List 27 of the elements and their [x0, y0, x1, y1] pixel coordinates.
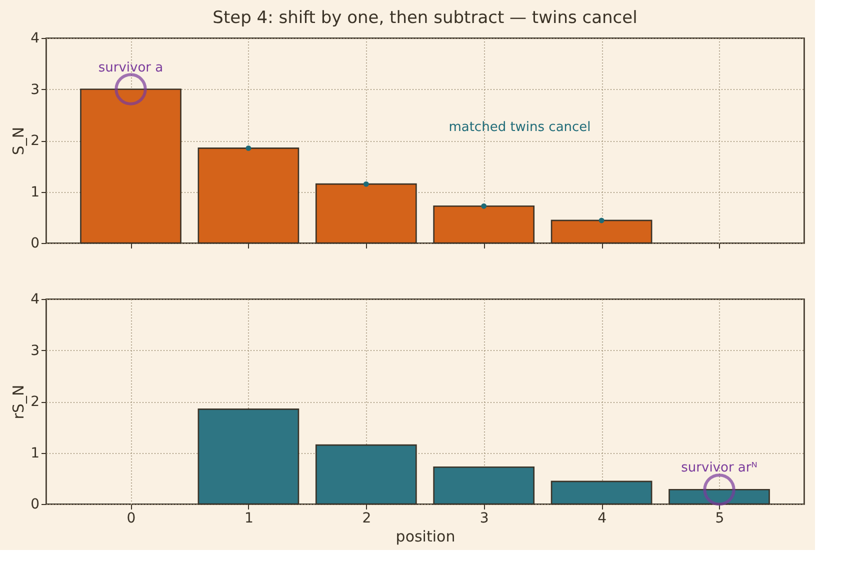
- y-tick-label: 1: [30, 184, 40, 200]
- point: [481, 203, 487, 209]
- annotation: survivor a: [98, 60, 164, 76]
- x-axis-title: position: [396, 528, 456, 546]
- y-tick-label: 4: [30, 292, 40, 308]
- x-tick-label: 5: [715, 510, 724, 526]
- x-tick-label: 2: [362, 510, 372, 526]
- y-tick-label: 2: [30, 394, 40, 410]
- annotation: matched twins cancel: [448, 120, 591, 136]
- y-tick-label: 0: [30, 496, 40, 512]
- y-tick-label: 1: [30, 445, 40, 462]
- y-tick-label: 3: [30, 82, 40, 98]
- x-tick-label: 0: [126, 510, 136, 526]
- point: [598, 218, 604, 224]
- annotation: survivor arᴺ: [681, 460, 758, 476]
- x-tick-label: 3: [480, 510, 489, 526]
- y-tick-label: 2: [30, 133, 40, 149]
- y-axis-title: S_N: [10, 126, 28, 156]
- x-tick-label: 1: [244, 510, 254, 526]
- y-tick-label: 0: [30, 236, 40, 252]
- y-tick-label: 4: [30, 30, 40, 46]
- x-tick-label: 4: [598, 510, 607, 526]
- chart-title: Step 4: shift by one, then subtract — twins cancel: [212, 8, 638, 28]
- point: [246, 145, 252, 151]
- y-tick-label: 3: [30, 342, 40, 359]
- y-axis-title: rS_N: [10, 384, 28, 420]
- point: [363, 181, 369, 187]
